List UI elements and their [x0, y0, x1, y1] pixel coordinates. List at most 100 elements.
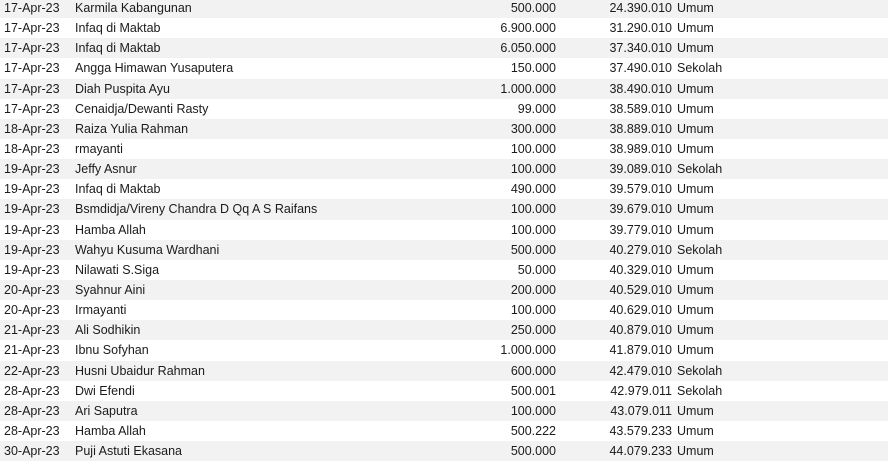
amount-cell: 500.000	[510, 242, 556, 257]
table-row: 19-Apr-23 Hamba Allah 100.000 39.779.010 Umu…	[0, 220, 888, 240]
table-row: 19-Apr-23 Wahyu Kusuma Wardhani 500.000 40.…	[0, 239, 888, 260]
name-cell: Dwi Efendi	[75, 383, 135, 398]
category-cell: Umum	[677, 202, 714, 217]
amount-cell: 150.000	[510, 61, 556, 76]
table-row: 17-Apr-23 Infaq di Maktab 6.050.000 37.340.…	[0, 38, 888, 59]
balance-cell: 44.079.233	[609, 444, 672, 459]
amount-cell: 100.000	[510, 403, 556, 418]
balance-cell: 37.490.010	[609, 61, 672, 76]
table-row: 17-Apr-23 Karmila Kabangunan 500.000 24.390…	[0, 0, 888, 19]
table-row: 18-Apr-23 Raiza Yulia Rahman 300.000 38.889…	[0, 118, 888, 139]
balance-cell: 24.390.010	[609, 1, 672, 15]
category-cell: Umum	[677, 1, 714, 15]
amount-cell: 100.000	[510, 162, 556, 177]
table-row: 20-Apr-23 Syahnur Aini 200.000 40.529.010 Um…	[0, 279, 888, 301]
balance-cell: 39.779.010	[609, 222, 672, 237]
balance-cell: 41.879.010	[609, 343, 672, 358]
date-cell: 21-Apr-23	[4, 323, 60, 338]
category-cell: Umum	[677, 403, 714, 418]
name-cell: Diah Puspita Ayu	[75, 81, 170, 96]
amount-cell: 6.900.000	[500, 21, 556, 36]
balance-cell: 38.589.010	[609, 101, 672, 116]
name-cell: Hamba Allah	[75, 423, 146, 438]
balance-cell: 37.340.010	[609, 41, 672, 56]
amount-cell: 1.000.000	[500, 343, 556, 358]
amount-cell: 6.050.000	[500, 41, 556, 56]
category-cell: Umum	[677, 101, 714, 116]
category-cell: Umum	[677, 423, 714, 438]
name-cell: Bsmdidja/Vireny Chandra D Qq A S Raifans	[75, 202, 318, 217]
category-cell: Umum	[677, 182, 714, 197]
name-cell: Karmila Kabangunan	[75, 1, 192, 15]
table-row: 20-Apr-23 Irmayanti 100.000 40.629.010 Umum	[0, 300, 888, 320]
category-cell: Umum	[677, 262, 714, 277]
category-cell: Umum	[677, 444, 714, 459]
name-cell: Syahnur Aini	[75, 282, 146, 297]
balance-cell: 40.529.010	[609, 282, 672, 297]
amount-cell: 600.000	[510, 363, 556, 378]
amount-cell: 99.000	[517, 101, 556, 116]
category-cell: Umum	[677, 323, 714, 338]
table-row: 19-Apr-23 Nilawati S.Siga 50.000 40.329.010…	[0, 260, 888, 280]
amount-cell: 500.000	[510, 444, 556, 459]
table-row: 19-Apr-23 Jeffy Asnur 100.000 39.089.010 Sek…	[0, 159, 888, 180]
date-cell: 19-Apr-23	[4, 202, 60, 217]
table-row: 28-Apr-23 Hamba Allah 500.222 43.579.233 Umu…	[0, 421, 888, 441]
balance-cell: 38.490.010	[609, 81, 672, 96]
name-cell: Infaq di Maktab	[75, 21, 161, 36]
table-row: 21-Apr-23 Ibnu Sofyhan 1.000.000 41.879.010…	[0, 340, 888, 360]
amount-cell: 100.000	[510, 202, 556, 217]
amount-cell: 1.000.000	[500, 81, 556, 96]
balance-cell: 40.279.010	[609, 242, 672, 257]
category-cell: Umum	[677, 21, 714, 36]
balance-cell: 42.479.010	[609, 363, 672, 378]
name-cell: Puji Astuti Ekasana	[75, 444, 183, 459]
amount-cell: 100.000	[510, 222, 556, 237]
category-cell: Umum	[677, 121, 714, 136]
name-cell: Ibnu Sofyhan	[75, 343, 149, 358]
date-cell: 20-Apr-23	[4, 303, 60, 318]
date-cell: 28-Apr-23	[4, 383, 60, 398]
balance-cell: 38.989.010	[609, 141, 672, 156]
name-cell: Hamba Allah	[75, 222, 146, 237]
date-cell: 19-Apr-23	[4, 162, 60, 177]
table-row: 28-Apr-23 Dwi Efendi 500.001 42.979.011 Seko…	[0, 381, 888, 401]
date-cell: 30-Apr-23	[4, 444, 60, 459]
date-cell: 18-Apr-23	[4, 141, 60, 156]
date-cell: 17-Apr-23	[4, 101, 60, 116]
date-cell: 28-Apr-23	[4, 403, 60, 418]
date-cell: 22-Apr-23	[4, 363, 60, 378]
balance-cell: 39.679.010	[609, 202, 672, 217]
amount-cell: 500.000	[510, 1, 556, 15]
category-cell: Sekolah	[677, 242, 723, 257]
table-row: 30-Apr-23 Puji Astuti Ekasana 500.000 44.07…	[0, 441, 888, 462]
balance-cell: 39.089.010	[609, 162, 672, 177]
amount-cell: 200.000	[510, 282, 556, 297]
amount-cell: 300.000	[510, 121, 556, 136]
table-row: 17-Apr-23 Angga Himawan Yusaputera 150.000…	[0, 58, 888, 78]
table-row: 19-Apr-23 Infaq di Maktab 490.000 39.579.01…	[0, 179, 888, 199]
name-cell: Angga Himawan Yusaputera	[75, 61, 234, 76]
balance-cell: 40.879.010	[609, 323, 672, 338]
name-cell: Raiza Yulia Rahman	[75, 121, 189, 136]
table-row: 21-Apr-23 Ali Sodhikin 250.000 40.879.010 Um…	[0, 320, 888, 341]
category-cell: Sekolah	[677, 162, 723, 177]
date-cell: 21-Apr-23	[4, 343, 60, 358]
amount-cell: 100.000	[510, 141, 556, 156]
category-cell: Sekolah	[677, 61, 723, 76]
table-row: 18-Apr-23 rmayanti 100.000 38.989.010 Umum	[0, 139, 888, 159]
amount-cell: 50.000	[517, 262, 556, 277]
date-cell: 19-Apr-23	[4, 242, 60, 257]
date-cell: 19-Apr-23	[4, 222, 60, 237]
name-cell: Ari Saputra	[75, 403, 138, 418]
amount-cell: 500.001	[510, 383, 556, 398]
date-cell: 19-Apr-23	[4, 262, 60, 277]
name-cell: Ali Sodhikin	[75, 323, 141, 338]
name-cell: Irmayanti	[75, 303, 127, 318]
balance-cell: 43.079.011	[610, 403, 672, 418]
name-cell: Wahyu Kusuma Wardhani	[75, 242, 220, 257]
balance-cell: 42.979.011	[610, 383, 672, 398]
table-row: 28-Apr-23 Ari Saputra 100.000 43.079.011 Umu…	[0, 400, 888, 421]
name-cell: Infaq di Maktab	[75, 41, 161, 56]
